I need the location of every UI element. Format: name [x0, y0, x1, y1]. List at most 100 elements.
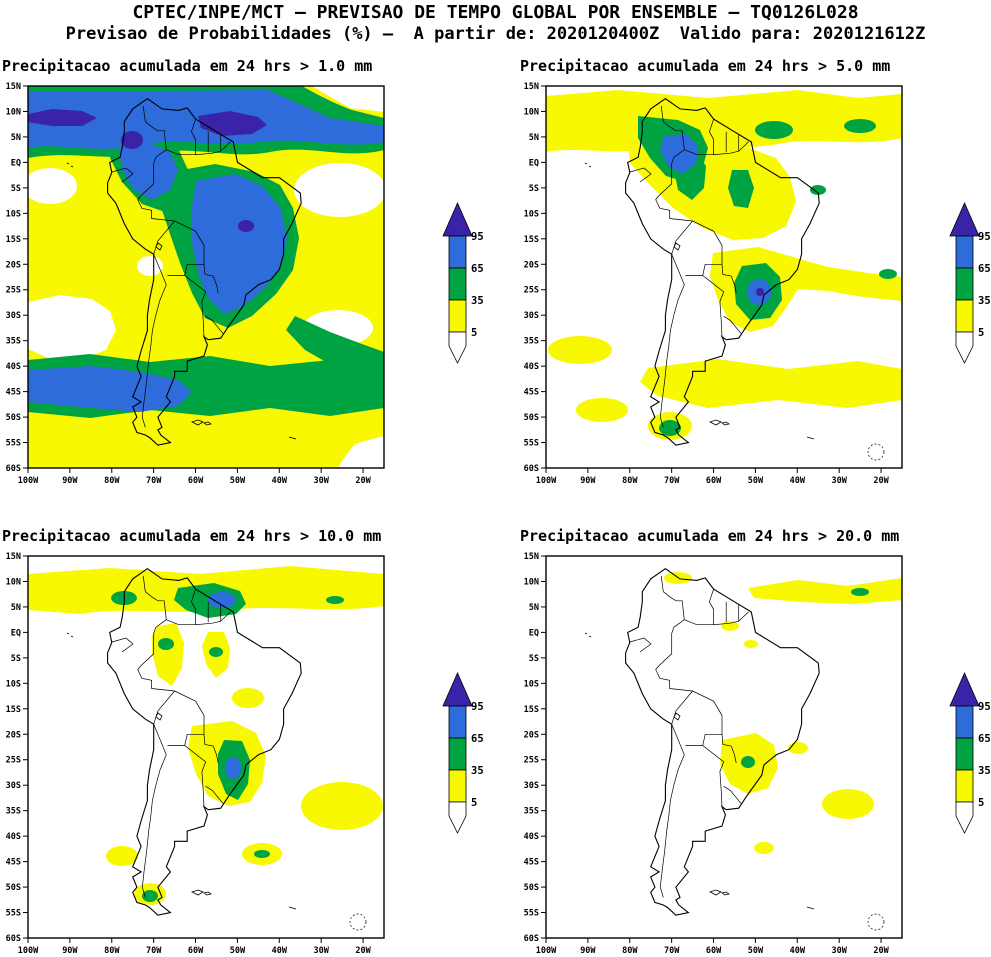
legend-value: 95 — [471, 701, 484, 713]
lat-axis-label: 40S — [6, 362, 21, 372]
islands — [584, 632, 815, 910]
prob-region-purple — [28, 109, 97, 126]
lat-axis-label: 15N — [6, 82, 21, 92]
map-frame — [545, 85, 903, 469]
lat-axis-label: 25S — [6, 756, 21, 766]
lat-axis-label: EQ — [11, 628, 21, 638]
prob-region-purple — [198, 111, 267, 136]
lat-axis-label: 25S — [6, 286, 21, 296]
prob-region-green — [810, 185, 826, 195]
coastline — [107, 98, 302, 446]
lat-axis-label: 25S — [524, 756, 539, 766]
colorbar-below-min — [448, 801, 467, 834]
probability-shading — [28, 566, 384, 905]
lat-axis-label: 15N — [524, 552, 539, 562]
lat-axis-label: 55S — [524, 909, 539, 919]
colorbar-below-min — [448, 331, 467, 364]
lat-axis-label: EQ — [11, 158, 21, 168]
lon-axis-label: 80W — [622, 476, 638, 485]
colorbar-segment-5-35 — [448, 769, 467, 803]
colorbar: 95 65 35 5 — [949, 672, 991, 834]
panel-title: Precipitacao acumulada em 24 hrs > 5.0 m… — [520, 57, 891, 75]
header-title: CPTEC/INPE/MCT – PREVISAO DE TEMPO GLOBA… — [132, 2, 859, 23]
colorbar-segment-5-35 — [955, 769, 974, 803]
lon-axis-label: 90W — [580, 476, 596, 485]
prob-region-green — [879, 269, 897, 279]
lon-axis-label: 80W — [104, 946, 120, 955]
colorbar-segment-65-95 — [955, 235, 974, 269]
prob-region-white — [28, 295, 116, 360]
header-subtitle: Previsao de Probabilidades (%) – A parti… — [65, 24, 926, 44]
lat-axis-label: 35S — [524, 337, 539, 347]
lat-axis-label: 50S — [6, 413, 21, 423]
lon-axis-label: 60W — [706, 476, 722, 485]
colorbar-segment-65-95 — [448, 235, 467, 269]
colorbar-arrow — [949, 672, 980, 707]
colorbar-arrow — [949, 202, 980, 237]
map-frame — [27, 85, 385, 469]
panel-precip-gt-20mm: Precipitacao acumulada em 24 hrs > 20.0 … — [518, 526, 991, 955]
prob-region-yellow — [721, 621, 739, 631]
lon-axis-label: 80W — [622, 946, 638, 955]
lat-axis-label: 25S — [524, 286, 539, 296]
legend-value: 5 — [978, 797, 984, 809]
lat-axis-label: 10N — [524, 107, 539, 117]
lat-axis-label: 15S — [6, 705, 21, 715]
country-borders — [629, 575, 749, 898]
lat-axis-label: 5S — [529, 184, 539, 194]
legend-value: 95 — [978, 231, 991, 243]
lat-axis-label: 40S — [524, 832, 539, 842]
lat-axis-label: 10S — [6, 209, 21, 219]
colorbar-arrow — [442, 202, 473, 237]
prob-region-blue — [28, 366, 192, 412]
lon-axis-label: 40W — [790, 946, 806, 955]
lat-axis-label: 5S — [529, 654, 539, 664]
legend-value: 65 — [978, 733, 991, 745]
lat-axis-label: 5N — [529, 603, 539, 613]
legend-value: 65 — [978, 263, 991, 275]
lat-axis-label: 50S — [524, 883, 539, 893]
colorbar-segment-35-65 — [955, 737, 974, 771]
lat-axis-label: 60S — [6, 934, 21, 944]
prob-region-green — [209, 647, 223, 657]
country-borders — [111, 575, 231, 898]
colorbar-below-min — [955, 801, 974, 834]
lon-axis-label: 60W — [706, 946, 722, 955]
colorbar-segment-65-95 — [448, 705, 467, 739]
prob-region-white — [28, 168, 77, 204]
panel-title: Precipitacao acumulada em 24 hrs > 10.0 … — [2, 527, 382, 545]
map-frame — [545, 555, 903, 939]
lon-axis-label: 70W — [664, 476, 680, 485]
lon-axis-label: 90W — [580, 946, 596, 955]
lat-axis-label: 10S — [6, 679, 21, 689]
lat-axis-label: 60S — [6, 464, 21, 474]
prob-region-green — [142, 890, 158, 902]
prob-region-yellow — [822, 789, 874, 819]
legend-value: 65 — [471, 733, 484, 745]
legend-value: 5 — [978, 327, 984, 339]
lon-axis-label: 60W — [188, 946, 204, 955]
legend-value: 35 — [978, 295, 991, 307]
prob-region-purple — [238, 220, 254, 232]
islands — [584, 162, 815, 440]
colorbar-segment-35-65 — [448, 267, 467, 301]
lat-axis-label: 50S — [524, 413, 539, 423]
prob-region-yellow — [301, 782, 383, 830]
lat-axis-label: 30S — [524, 311, 539, 321]
prob-region-yellow — [576, 398, 628, 422]
lat-axis-label: 15S — [524, 705, 539, 715]
panel-title: Precipitacao acumulada em 24 hrs > 1.0 m… — [2, 57, 373, 75]
lat-axis-label: 20S — [524, 730, 539, 740]
country-borders — [629, 105, 749, 428]
lon-axis-label: 20W — [873, 946, 889, 955]
legend-value: 65 — [471, 263, 484, 275]
legend-value: 35 — [471, 295, 484, 307]
lon-axis-label: 20W — [873, 476, 889, 485]
prob-region-yellow — [748, 578, 902, 604]
prob-region-green — [254, 850, 270, 858]
lat-axis-label: 15N — [524, 82, 539, 92]
prob-region-green — [755, 121, 793, 139]
lat-axis-label: 50S — [6, 883, 21, 893]
lat-axis-label: 15N — [6, 552, 21, 562]
legend-value: 35 — [978, 765, 991, 777]
